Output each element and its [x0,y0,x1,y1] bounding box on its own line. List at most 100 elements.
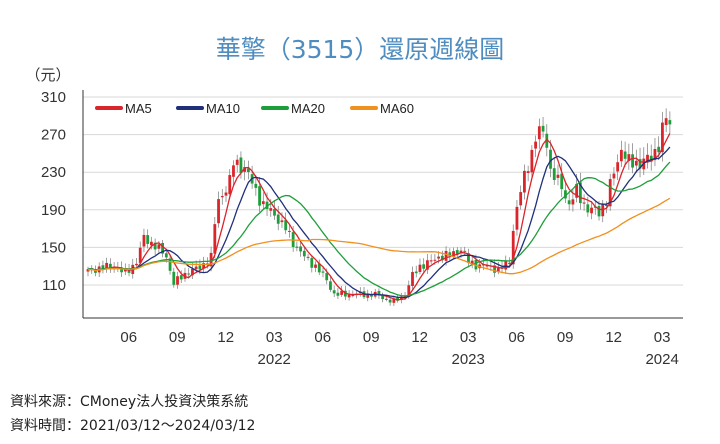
candle-body [429,260,433,262]
candle-body [336,292,340,296]
candle-body [664,118,668,126]
candle-body [191,268,194,276]
series-line-ma60 [87,197,671,275]
candle-body [217,199,220,224]
candle-body [321,271,325,273]
candle-body [209,252,213,267]
x-tick-label: 03 [266,329,283,346]
candle-body [157,244,161,249]
candle-body [265,201,269,209]
candle-body [519,192,523,206]
y-tick-label: 150 [41,239,66,256]
candle-body [578,182,582,204]
candle-body [370,294,373,297]
candle-body [586,204,590,213]
candle-body [385,298,388,300]
candle-body [649,155,653,162]
candle-body [299,246,303,252]
candle-body [105,262,109,270]
candle-body [616,162,620,172]
candle-body [176,276,179,285]
candle-body [284,220,288,231]
candle-body [493,265,496,273]
candle-body [467,253,470,263]
x-tick-label: 06 [120,329,137,346]
candle-body [623,151,627,159]
candle-body [388,299,392,303]
candle-body [246,168,250,173]
candle-body [172,271,176,285]
candle-body [526,171,530,173]
candle-body [86,269,90,272]
x-tick-label: 06 [508,329,525,346]
candle-body [511,230,515,265]
candle-body [545,133,549,148]
candle-body [273,209,276,216]
candle-body [164,253,168,258]
candle-body [280,220,284,223]
candle-body [496,267,500,272]
candle-body [455,250,459,255]
candle-body [470,260,474,264]
candle-body [261,201,265,205]
candle-body [243,167,247,172]
x-tick-year: 2023 [452,351,485,368]
candle-body [437,256,441,259]
candle-body [314,264,317,268]
x-tick-label: 09 [363,329,380,346]
y-tick-label: 230 [41,164,66,181]
candle-body [631,154,634,168]
candle-body [224,192,228,196]
candle-body [123,269,127,272]
candle-body [351,295,355,297]
candle-body [325,273,329,281]
candle-body [571,199,575,205]
candle-body [161,242,164,254]
x-tick-label: 03 [460,329,477,346]
candle-body [485,265,489,267]
candle-body [605,204,608,206]
candle-body [168,258,172,271]
candle-body [463,250,467,252]
candle-body [198,265,202,270]
x-tick-label: 09 [557,329,574,346]
candle-body [552,168,556,180]
candle-body [135,263,138,266]
candle-body [575,183,579,198]
x-tick-label: 12 [411,329,428,346]
candle-body [597,206,601,217]
candle-body [228,175,232,195]
candle-body [444,250,448,261]
candle-body [653,149,657,161]
candle-body [194,266,198,270]
candle-body [452,251,455,257]
legend-label: MA20 [291,101,325,116]
x-tick-year: 2022 [258,351,291,368]
candle-body [101,265,105,270]
candle-body [590,207,593,214]
y-tick-label: 270 [41,127,66,144]
candle-body [202,263,206,269]
candle-body [411,272,414,286]
candle-body [340,290,344,295]
candle-body [582,202,586,204]
series-line-ma20 [87,161,671,297]
candle-body [657,146,661,153]
candle-body [556,174,560,178]
candle-body [634,160,638,166]
candle-body [220,195,224,198]
x-tick-year: 2024 [645,351,678,368]
series-line-ma10 [87,146,671,299]
candle-body [377,290,381,296]
legend-label: MA10 [206,101,240,116]
x-tick-label: 12 [217,329,234,346]
candle-body [564,190,567,199]
candle-body [276,214,280,224]
candle-body [541,125,545,132]
candle-body [612,173,616,179]
candle-body [560,173,564,190]
candle-body [407,285,411,297]
candle-body [523,170,526,193]
candle-body [258,186,261,206]
